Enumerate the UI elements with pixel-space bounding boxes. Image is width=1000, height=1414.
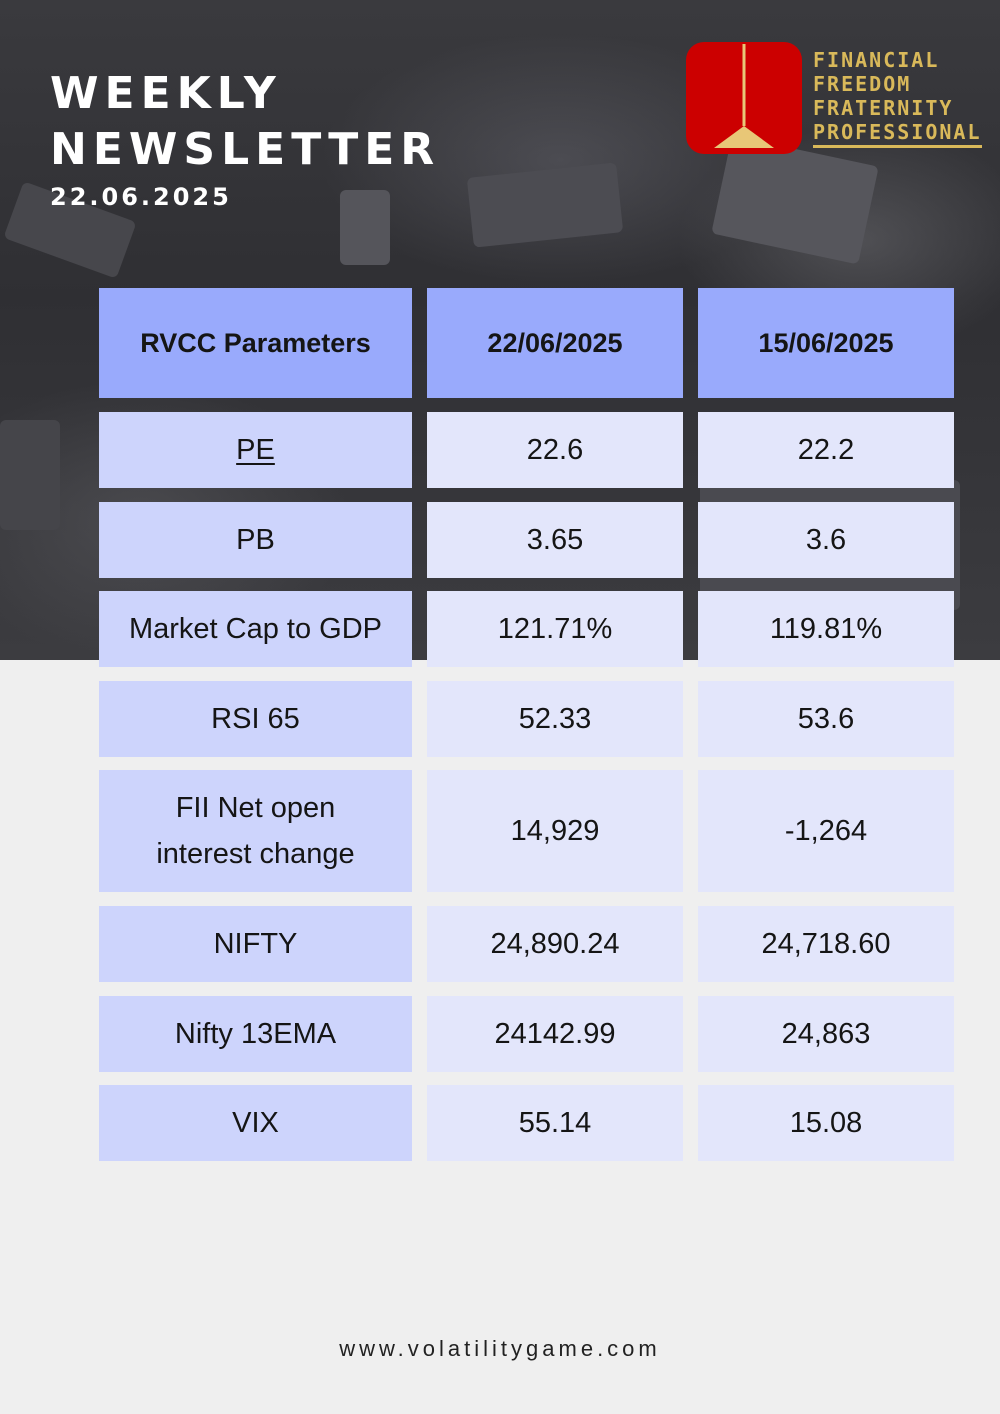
current-value: 55.14	[427, 1085, 683, 1161]
brand-line-4: PROFESSIONAL	[813, 120, 982, 148]
website-url: www.volatilitygame.com	[339, 1336, 661, 1361]
title-line-2: NEWSLETTER	[50, 124, 441, 175]
pyramid-icon	[714, 44, 774, 148]
row-label: PB	[99, 502, 412, 578]
brand-name: FINANCIAL FREEDOM FRATERNITY PROFESSIONA…	[813, 48, 982, 148]
title-line-1: WEEKLY	[50, 68, 282, 119]
header-previous-week: 15/06/2025	[698, 288, 954, 398]
row-label: Market Cap to GDP	[99, 591, 412, 667]
previous-value: -1,264	[698, 770, 954, 892]
previous-value: 22.2	[698, 412, 954, 488]
laptop-shape	[466, 162, 624, 248]
row-label: PE	[99, 412, 412, 488]
previous-value: 24,718.60	[698, 906, 954, 982]
brand-logo	[686, 42, 802, 154]
previous-value: 15.08	[698, 1085, 954, 1161]
row-label: RSI 65	[99, 681, 412, 757]
pe-link[interactable]: PE	[236, 434, 275, 466]
previous-value: 24,863	[698, 996, 954, 1072]
current-value: 121.71%	[427, 591, 683, 667]
row-label: Nifty 13EMA	[99, 996, 412, 1072]
row-label: FII Net open interest change	[99, 770, 412, 892]
previous-value: 3.6	[698, 502, 954, 578]
brand-line-1: FINANCIAL	[813, 48, 940, 72]
current-value: 22.6	[427, 412, 683, 488]
current-value: 52.33	[427, 681, 683, 757]
phone-shape	[340, 190, 390, 265]
header-current-week: 22/06/2025	[427, 288, 683, 398]
previous-value: 53.6	[698, 681, 954, 757]
newsletter-date: 22.06.2025	[50, 183, 232, 211]
newsletter-title: WEEKLY NEWSLETTER	[50, 66, 440, 178]
current-value: 3.65	[427, 502, 683, 578]
row-label: NIFTY	[99, 906, 412, 982]
current-value: 14,929	[427, 770, 683, 892]
row-label: VIX	[99, 1085, 412, 1161]
tablet-shape	[0, 420, 60, 530]
document-shape	[711, 135, 879, 265]
current-value: 24,890.24	[427, 906, 683, 982]
brand-line-3: FRATERNITY	[813, 96, 954, 120]
previous-value: 119.81%	[698, 591, 954, 667]
current-value: 24142.99	[427, 996, 683, 1072]
brand-line-2: FREEDOM	[813, 72, 912, 96]
header-parameters: RVCC Parameters	[99, 288, 412, 398]
